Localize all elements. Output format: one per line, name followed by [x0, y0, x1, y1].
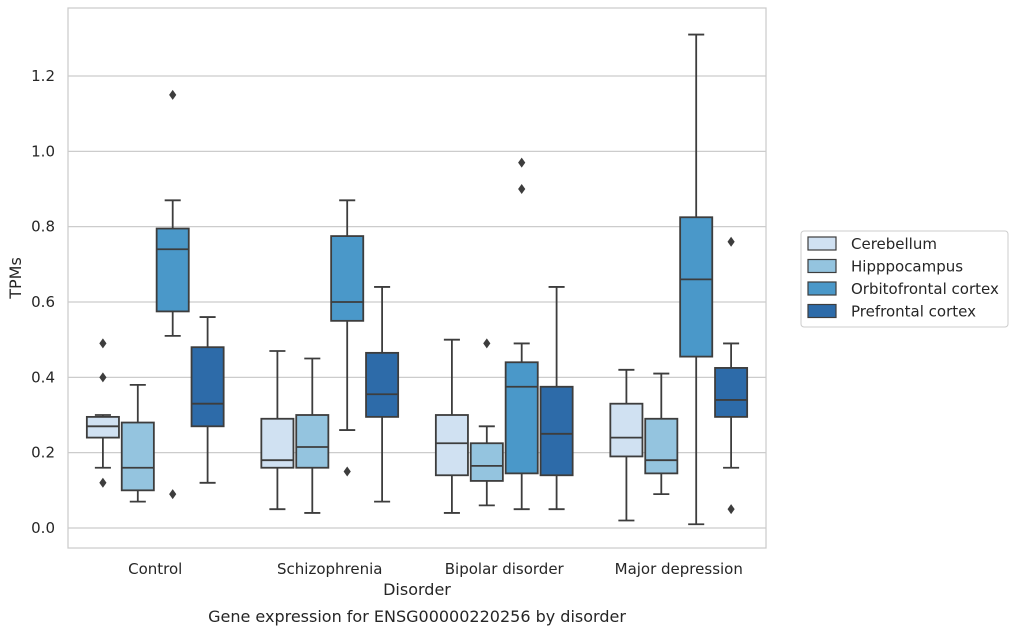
iqr-box [434, 414, 469, 477]
box [539, 286, 574, 511]
box [679, 33, 714, 526]
legend-label: Cerebellum [851, 235, 937, 253]
iqr-box [644, 417, 679, 475]
series-orbitofrontal-cortex [155, 33, 714, 526]
box-groups [85, 33, 749, 526]
outlier-point [483, 338, 491, 349]
outlier-point [169, 489, 177, 500]
box [260, 350, 295, 511]
legend-item: Prefrontal cortex [807, 303, 976, 321]
iqr-box [714, 367, 749, 418]
y-axis-label: TPMs [6, 257, 25, 300]
y-tick-label: 0.6 [31, 293, 55, 311]
iqr-box [539, 385, 574, 477]
x-tick-label: Schizophrenia [277, 560, 382, 578]
box [85, 338, 120, 488]
chart-caption: Gene expression for ENSG00000220256 by d… [208, 607, 626, 626]
box [330, 199, 365, 477]
outlier-point [99, 372, 107, 383]
outlier-point [99, 477, 107, 488]
series-cerebellum [85, 338, 644, 522]
box [365, 286, 400, 503]
iqr-box [295, 414, 330, 469]
y-tick-label: 0.2 [31, 444, 55, 462]
iqr-box [330, 235, 365, 322]
legend-item: Cerebellum [807, 235, 937, 253]
iqr-box [190, 346, 225, 428]
iqr-box [679, 216, 714, 358]
legend-swatch [807, 258, 837, 274]
iqr-box [85, 415, 120, 439]
legend-label: Orbitofrontal cortex [851, 280, 999, 298]
box [714, 236, 749, 515]
box [504, 157, 539, 511]
y-tick-label: 0.4 [31, 368, 55, 386]
outlier-point [727, 236, 735, 247]
series-prefrontal-cortex [190, 236, 749, 515]
iqr-box [155, 227, 190, 313]
legend-swatch [807, 303, 837, 319]
y-tick-label: 0.8 [31, 218, 55, 236]
iqr-box [365, 351, 400, 418]
y-axis-ticks: 0.0 0.2 0.4 0.6 0.8 1.0 1.2 [31, 67, 55, 537]
legend-frame [800, 230, 1009, 328]
outlier-point [518, 157, 526, 168]
box [469, 338, 504, 507]
iqr-box [469, 442, 504, 482]
box [644, 372, 679, 496]
series-hipppocampus [120, 338, 679, 514]
box [190, 316, 225, 484]
y-tick-label: 1.0 [31, 142, 55, 160]
iqr-box [120, 421, 155, 492]
y-tick-label: 1.2 [31, 67, 55, 85]
box [155, 89, 190, 500]
legend-label: Prefrontal cortex [851, 303, 976, 321]
x-tick-label: Bipolar disorder [445, 560, 565, 578]
x-axis-ticks: Control Schizophrenia Bipolar disorder Majo… [128, 560, 743, 578]
x-tick-label: Control [128, 560, 182, 578]
box [295, 357, 330, 514]
legend-swatch [807, 236, 837, 251]
box [609, 368, 644, 522]
x-axis-label: Disorder [383, 580, 451, 599]
legend-swatch [807, 281, 837, 296]
x-tick-label: Major depression [615, 560, 743, 578]
outlier-point [727, 504, 735, 515]
outlier-point [518, 184, 526, 194]
outlier-point [99, 338, 107, 349]
plot-area-frame [67, 7, 767, 549]
outlier-point [343, 466, 351, 477]
iqr-box [609, 402, 644, 458]
box [434, 338, 469, 514]
iqr-box [504, 361, 539, 475]
legend: Cerebellum Hipppocampus Orbitofrontal cort… [800, 230, 1009, 328]
legend-item: Hipppocampus [807, 258, 963, 276]
legend-item: Orbitofrontal cortex [807, 280, 999, 298]
box [120, 383, 155, 503]
outlier-point [169, 89, 177, 100]
y-tick-label: 0.0 [31, 519, 55, 537]
legend-label: Hipppocampus [851, 258, 963, 276]
